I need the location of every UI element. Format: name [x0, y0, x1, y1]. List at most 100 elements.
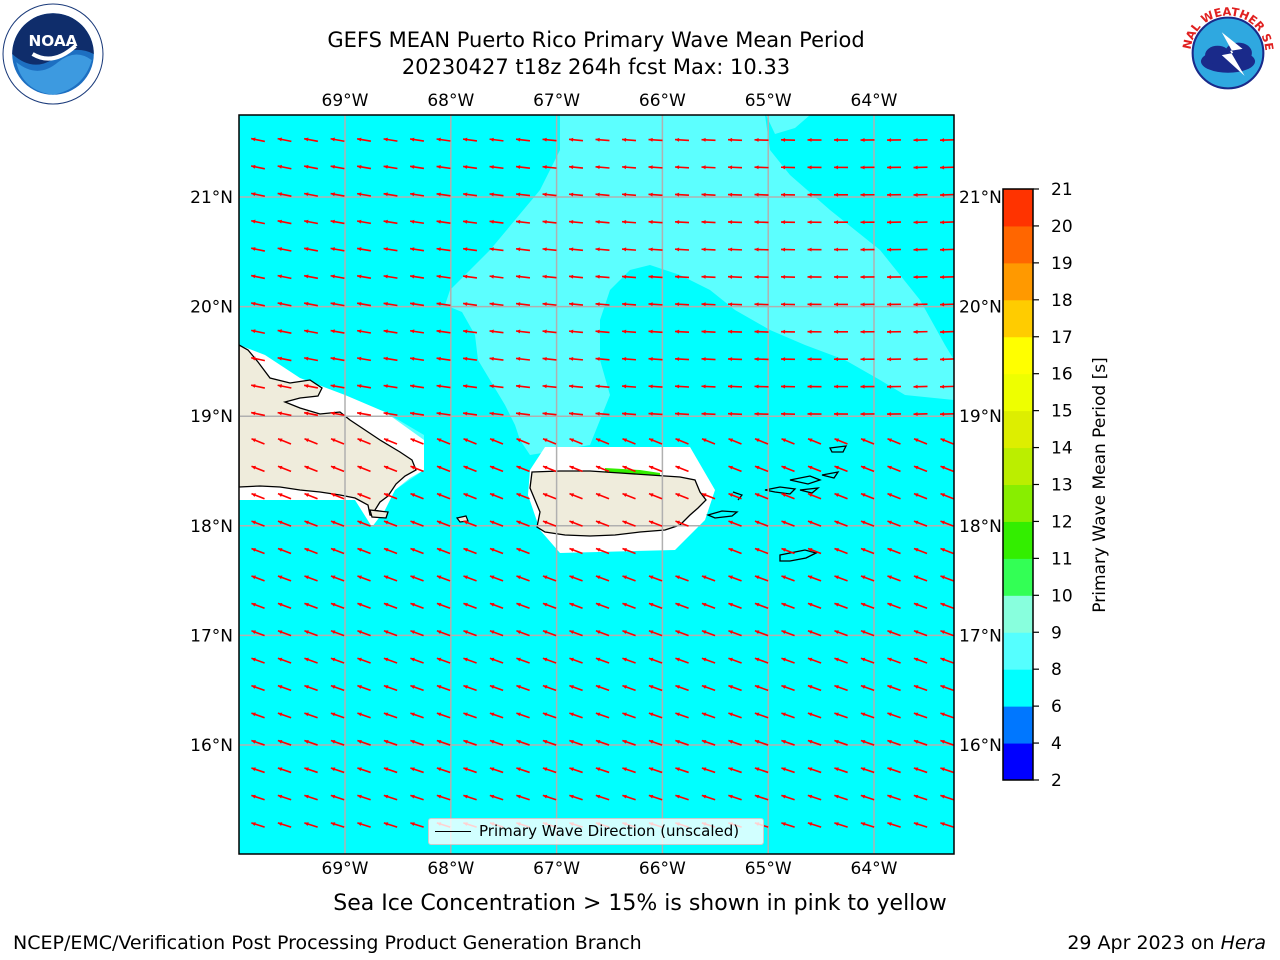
wave-arrow	[356, 137, 372, 142]
wave-arrow	[728, 630, 742, 637]
wave-arrow	[569, 492, 583, 500]
wave-arrow	[277, 575, 292, 582]
wave-arrow	[675, 492, 689, 500]
wave-arrow	[940, 520, 954, 527]
wave-arrow	[913, 165, 928, 170]
wave-arrow	[463, 739, 477, 746]
wave-arrow	[860, 575, 875, 582]
wave-arrow	[834, 492, 848, 500]
wave-arrow	[622, 547, 636, 555]
wave-arrow	[675, 657, 689, 664]
wave-arrow	[595, 219, 610, 224]
sea-ice-note: Sea Ice Concentration > 15% is shown in …	[333, 891, 947, 916]
wave-arrow	[887, 438, 901, 445]
wave-arrow	[383, 794, 398, 801]
wave-arrow	[330, 274, 345, 280]
wave-arrow	[913, 438, 928, 445]
wave-arrow	[860, 602, 875, 609]
wave-arrow	[595, 274, 610, 279]
wave-arrow	[674, 411, 690, 416]
wave-arrow	[383, 356, 398, 362]
wave-arrow	[410, 822, 424, 828]
wave-arrow	[303, 411, 319, 417]
wave-arrow	[489, 302, 504, 307]
wave-arrow	[887, 767, 901, 774]
land-vieques	[706, 510, 739, 519]
wave-arrow	[436, 438, 451, 445]
wave-arrow	[383, 602, 398, 609]
wave-arrow	[860, 165, 875, 170]
wave-arrow	[436, 219, 451, 224]
wave-arrow	[436, 302, 451, 307]
wave-arrow	[728, 575, 742, 582]
wave-arrow	[383, 247, 398, 252]
wave-arrow	[807, 492, 822, 500]
wave-arrow	[807, 438, 822, 445]
wave-arrow	[754, 712, 769, 719]
wave-arrow	[383, 547, 398, 555]
wave-arrow	[754, 329, 769, 334]
wave-arrow	[250, 329, 266, 335]
wave-arrow	[913, 657, 928, 664]
wave-arrow	[303, 192, 319, 197]
wave-arrow	[277, 301, 292, 307]
wave-arrow	[250, 219, 266, 225]
wave-arrow	[489, 137, 504, 142]
wave-arrow	[383, 301, 398, 307]
wave-arrow	[383, 739, 398, 746]
wave-arrow	[648, 165, 663, 170]
wave-arrow	[595, 329, 610, 334]
wave-arrow	[251, 492, 265, 500]
colorbar-tick-label: 16	[1051, 365, 1073, 385]
wave-arrow	[860, 547, 875, 555]
wave-arrow	[807, 657, 822, 664]
wave-arrow	[622, 794, 636, 801]
wave-arrow	[357, 822, 371, 828]
wave-arrow	[940, 822, 954, 828]
wave-arrow	[383, 575, 398, 582]
wave-arrow	[356, 384, 372, 389]
wave-arrow	[250, 192, 266, 198]
wave-arrow	[383, 329, 398, 334]
wave-arrow	[621, 165, 637, 170]
wave-arrow	[860, 465, 875, 473]
wave-arrow	[754, 575, 769, 582]
wave-arrow	[542, 247, 557, 252]
wave-arrow	[595, 302, 610, 307]
wave-arrow	[807, 794, 822, 801]
wave-arrow	[807, 575, 822, 582]
wave-arrow	[648, 684, 663, 692]
wave-arrow	[383, 137, 398, 142]
wave-arrow	[516, 739, 530, 746]
wave-arrow	[569, 547, 583, 555]
wave-arrow	[648, 384, 663, 389]
wave-arrow	[833, 302, 849, 307]
land-st-croix	[779, 549, 818, 562]
wave-arrow	[807, 520, 822, 527]
wave-arrow	[357, 794, 371, 801]
wave-arrow	[515, 384, 531, 389]
wave-arrow	[939, 412, 954, 417]
wave-arrow	[674, 247, 690, 252]
wave-arrow	[383, 767, 398, 774]
wave-arrow	[463, 492, 477, 500]
wave-arrow	[807, 220, 822, 225]
wave-arrow	[913, 712, 928, 719]
wave-arrow	[860, 275, 875, 279]
wave-arrow	[569, 712, 583, 719]
wave-arrow	[833, 357, 849, 362]
wave-arrow	[436, 520, 451, 527]
wave-arrow	[462, 137, 478, 142]
wave-arrow	[886, 357, 902, 362]
wave-arrow	[357, 465, 371, 473]
wave-arrow	[330, 822, 345, 828]
wave-arrow	[648, 357, 663, 361]
wave-arrow	[860, 822, 875, 828]
wave-arrow	[860, 357, 875, 362]
wave-arrow	[913, 329, 928, 334]
lon-label-top: 64°W	[851, 91, 898, 111]
nws-logo: NATIONAL WEATHER SERVICE	[1176, 1, 1278, 103]
wave-arrow	[860, 712, 875, 719]
wave-arrow	[277, 684, 292, 692]
wave-arrow	[648, 411, 663, 416]
